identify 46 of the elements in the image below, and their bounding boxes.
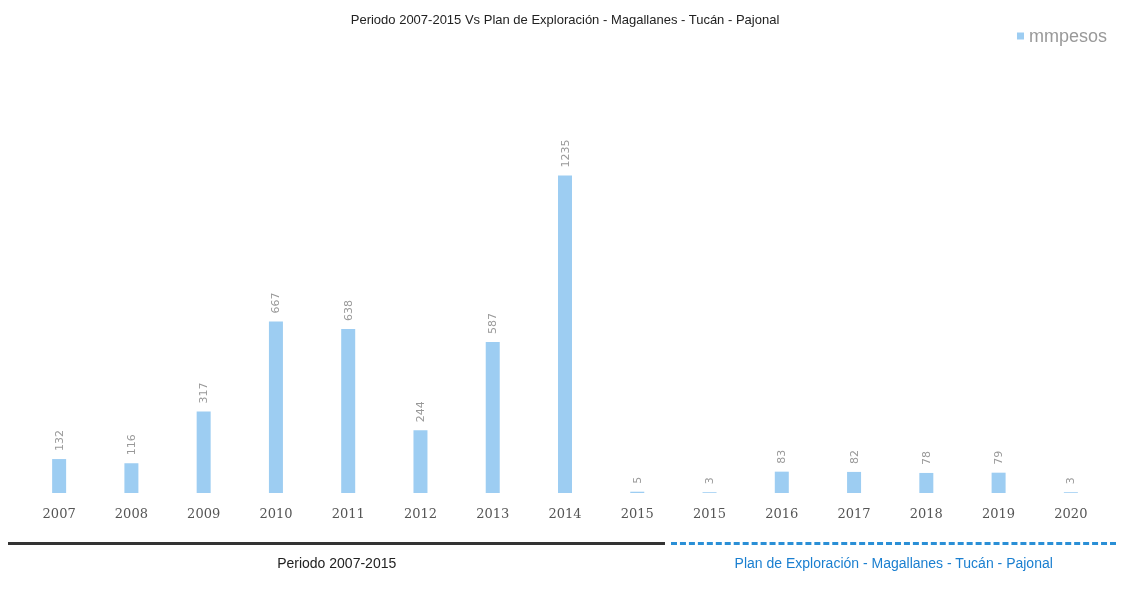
- data-label: 667: [269, 292, 283, 314]
- data-label: 116: [124, 434, 138, 456]
- data-label: 3: [703, 477, 717, 485]
- x-tick-label: 2013: [476, 506, 510, 521]
- text: Plan de Exploración - Magallanes - Tucán - Pajonal: [733, 555, 1054, 571]
- bar: [847, 471, 862, 493]
- data-label: 5: [630, 476, 644, 484]
- x-tick-label: 2019: [982, 506, 1016, 521]
- data-label: 317: [197, 382, 211, 404]
- bar: [558, 175, 572, 493]
- x-tick-label: 2015: [620, 506, 654, 521]
- x-tick-label: 2015: [692, 506, 727, 521]
- bar: [268, 321, 283, 493]
- x-tick-label: 2018: [909, 506, 943, 521]
- x-tick-label: 2011: [331, 506, 365, 521]
- bar: [774, 471, 789, 493]
- legend-label: mmpesos: [1028, 26, 1108, 46]
- data-label: 3: [1064, 477, 1078, 485]
- data-label: 638: [341, 299, 355, 321]
- chart-title: Periodo 2007-2015 Vs Plan de Exploración - Magallanes - Tucán - Pajonal: [350, 12, 780, 27]
- x-tick-label: 2014: [548, 506, 582, 521]
- data-label: 244: [413, 401, 427, 423]
- bar: [52, 459, 67, 493]
- x-tick-label: 2009: [187, 506, 221, 521]
- data-label: 79: [992, 450, 1006, 465]
- x-tick-label: 2007: [42, 506, 76, 521]
- data-label: 132: [52, 430, 66, 452]
- bar: [196, 411, 211, 493]
- bar: [919, 472, 934, 493]
- bar: [341, 328, 356, 493]
- text: Periodo 2007-2015: [276, 555, 398, 571]
- x-tick-label: 2016: [765, 506, 799, 521]
- bar: [124, 463, 139, 493]
- data-label: 587: [486, 313, 500, 335]
- x-tick-label: 2008: [114, 506, 148, 521]
- x-tick-label: 2010: [259, 506, 293, 521]
- x-tick-label: 2017: [837, 506, 871, 521]
- data-label: 1235: [558, 139, 572, 168]
- x-tick-label: 2012: [403, 506, 438, 521]
- data-label: 83: [775, 449, 789, 464]
- x-tick-label: 2020: [1054, 506, 1088, 521]
- data-label: 78: [919, 450, 933, 465]
- data-label: 82: [847, 449, 861, 464]
- bar: [485, 342, 500, 493]
- bar: [991, 472, 1006, 493]
- bar: [413, 430, 428, 493]
